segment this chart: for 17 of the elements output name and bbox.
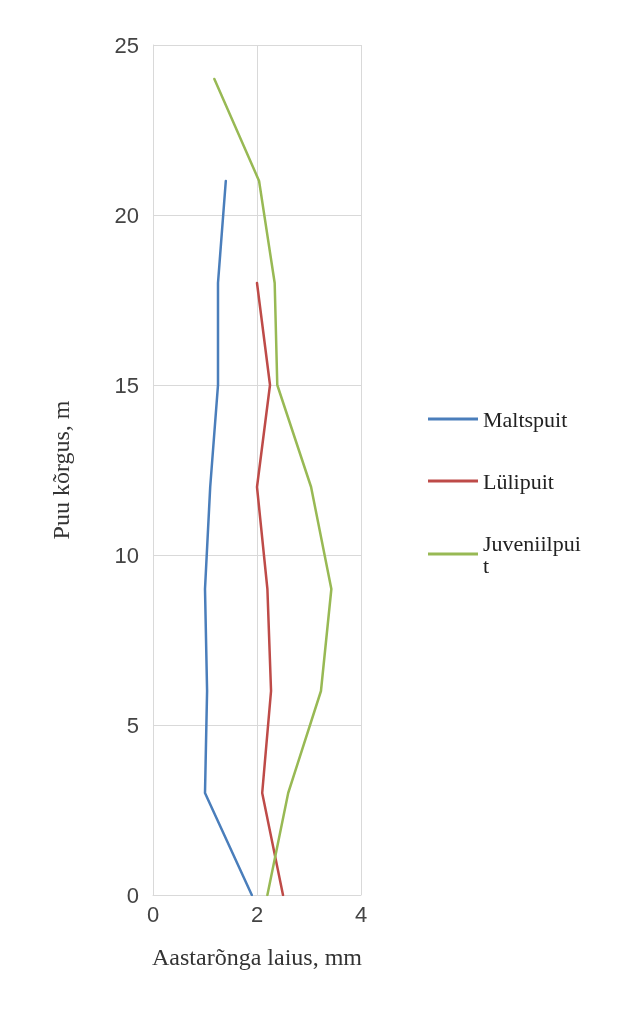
legend-label: Juveniilpuit: [483, 530, 581, 578]
y-tick-label: 25: [114, 32, 139, 58]
y-tick-label: 0: [126, 882, 139, 908]
line-series: [255, 281, 285, 897]
x-axis-title: Aastarõnga laius, mm: [152, 944, 363, 970]
y-tick-label: 10: [114, 542, 139, 568]
y-tick-label: 5: [126, 712, 139, 738]
y-axis-title: Puu kõrgus, m: [48, 400, 74, 540]
y-tick-label: 15: [114, 372, 139, 398]
legend-label: Lülipuit: [483, 468, 554, 494]
line-series: [203, 179, 254, 897]
y-tick-label: 20: [114, 202, 139, 228]
legend-label: Maltspuit: [483, 406, 568, 432]
x-tick-label: 4: [354, 901, 368, 927]
x-tick-label: 2: [250, 901, 264, 927]
line-series: [213, 77, 333, 897]
x-tick-label: 0: [146, 901, 160, 927]
